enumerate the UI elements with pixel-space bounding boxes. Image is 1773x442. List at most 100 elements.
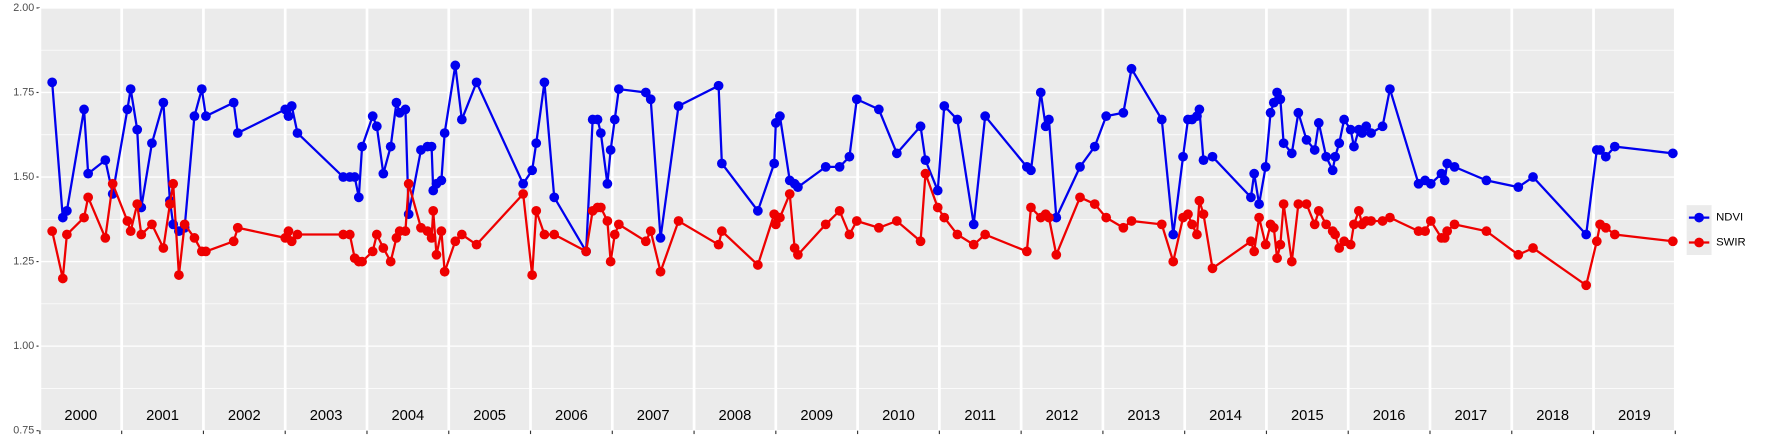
point bbox=[1301, 199, 1312, 209]
point bbox=[851, 216, 862, 226]
point bbox=[292, 229, 303, 240]
point bbox=[1035, 87, 1046, 98]
point bbox=[1309, 219, 1320, 230]
year-label: 2017 bbox=[1454, 408, 1487, 424]
point bbox=[1321, 219, 1332, 230]
point bbox=[450, 236, 461, 247]
point bbox=[1345, 124, 1356, 135]
point bbox=[939, 212, 950, 223]
point bbox=[595, 128, 606, 138]
point bbox=[1334, 138, 1345, 149]
point bbox=[228, 97, 239, 108]
point bbox=[1366, 216, 1376, 226]
point bbox=[769, 158, 780, 169]
point bbox=[1246, 236, 1256, 247]
point bbox=[232, 222, 243, 233]
point bbox=[1265, 107, 1276, 118]
point bbox=[100, 233, 111, 243]
point bbox=[378, 243, 389, 253]
point bbox=[1260, 162, 1271, 172]
point bbox=[147, 138, 157, 149]
point bbox=[1377, 121, 1388, 132]
point bbox=[1194, 195, 1205, 206]
point bbox=[100, 155, 111, 165]
point bbox=[713, 80, 724, 91]
point bbox=[1609, 141, 1620, 152]
point bbox=[62, 205, 72, 216]
point bbox=[609, 229, 620, 240]
point bbox=[1260, 239, 1271, 250]
year-label: 2019 bbox=[1618, 408, 1651, 424]
point bbox=[531, 205, 542, 216]
year-label: 2018 bbox=[1536, 408, 1569, 424]
point bbox=[174, 270, 184, 280]
point bbox=[1330, 229, 1341, 240]
point bbox=[1051, 212, 1062, 223]
point bbox=[1207, 151, 1218, 162]
point bbox=[673, 101, 684, 111]
point bbox=[471, 77, 482, 88]
point bbox=[1667, 148, 1678, 159]
point bbox=[775, 111, 785, 122]
point bbox=[673, 216, 684, 226]
point bbox=[378, 168, 389, 179]
point bbox=[1334, 243, 1345, 253]
point bbox=[47, 226, 58, 237]
point bbox=[518, 189, 529, 199]
point bbox=[1089, 141, 1100, 152]
point bbox=[1026, 165, 1036, 176]
point bbox=[1101, 212, 1112, 223]
point bbox=[1439, 175, 1450, 186]
point bbox=[158, 97, 169, 108]
point bbox=[1313, 205, 1324, 216]
point bbox=[873, 104, 884, 115]
legend-label: SWIR bbox=[1716, 237, 1746, 249]
point bbox=[1198, 209, 1209, 220]
point bbox=[456, 114, 467, 125]
point bbox=[1207, 263, 1218, 274]
year-label: 2011 bbox=[964, 408, 996, 424]
year-label: 2015 bbox=[1291, 408, 1324, 424]
point bbox=[1377, 216, 1388, 226]
point bbox=[125, 84, 136, 94]
point bbox=[1481, 226, 1492, 237]
y-tick-label: 2.00 bbox=[13, 2, 34, 14]
point bbox=[456, 229, 467, 240]
point bbox=[292, 128, 303, 138]
point bbox=[1349, 141, 1359, 152]
point bbox=[79, 104, 89, 115]
point bbox=[1168, 256, 1179, 267]
point bbox=[1301, 134, 1312, 145]
point bbox=[1187, 219, 1197, 230]
point bbox=[344, 229, 355, 240]
point bbox=[79, 212, 89, 223]
point bbox=[752, 205, 763, 216]
point bbox=[83, 168, 94, 179]
point bbox=[793, 249, 803, 260]
point bbox=[549, 192, 560, 203]
point bbox=[834, 205, 845, 216]
point bbox=[1353, 205, 1364, 216]
point bbox=[539, 229, 550, 240]
point bbox=[165, 199, 175, 209]
point bbox=[1293, 199, 1304, 209]
y-tick-label: 1.25 bbox=[13, 255, 34, 267]
point bbox=[1118, 222, 1129, 233]
point bbox=[1101, 111, 1112, 122]
point bbox=[107, 178, 118, 189]
point bbox=[1581, 229, 1592, 240]
point bbox=[357, 141, 367, 152]
point bbox=[1345, 239, 1356, 250]
point bbox=[775, 212, 785, 223]
year-label: 2014 bbox=[1209, 408, 1242, 424]
point bbox=[527, 165, 538, 176]
point bbox=[147, 219, 157, 230]
point bbox=[1254, 199, 1264, 209]
point bbox=[891, 148, 902, 159]
point bbox=[602, 178, 613, 189]
point bbox=[132, 199, 143, 209]
point bbox=[820, 162, 831, 172]
point bbox=[640, 236, 651, 247]
point bbox=[1321, 151, 1332, 162]
point bbox=[592, 114, 603, 125]
